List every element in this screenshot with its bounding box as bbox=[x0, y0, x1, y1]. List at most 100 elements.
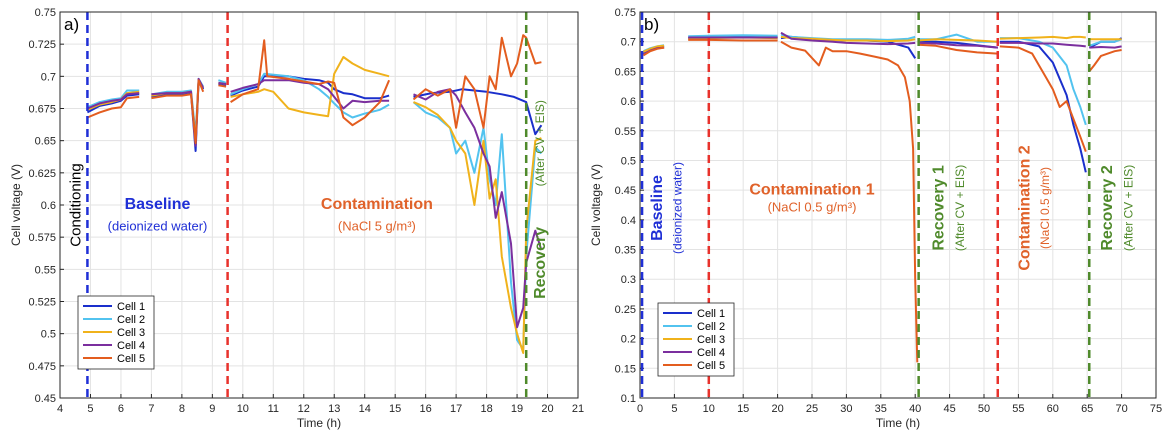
y-tick-label: 0.5 bbox=[621, 155, 636, 167]
y-tick-label: 0.525 bbox=[28, 297, 56, 309]
x-tick-label: 17 bbox=[450, 403, 462, 415]
y-tick-label: 0.65 bbox=[615, 66, 636, 78]
x-tick-label: 60 bbox=[1047, 403, 1059, 415]
x-tick-label: 75 bbox=[1150, 403, 1162, 415]
annotation-label: Baseline bbox=[125, 196, 191, 213]
y-tick-label: 0.25 bbox=[615, 304, 636, 316]
series-line-cell-5 bbox=[87, 95, 140, 119]
y-tick-label: 0.5 bbox=[41, 329, 56, 341]
series-group bbox=[642, 31, 1123, 363]
annotation-label: (After CV + EIS) bbox=[1121, 165, 1135, 251]
x-tick-label: 5 bbox=[671, 403, 677, 415]
series-line-cell-5 bbox=[918, 43, 998, 55]
annotation-label: (After CV + EIS) bbox=[533, 100, 547, 186]
legend-label: Cell 2 bbox=[117, 314, 145, 326]
x-tick-label: 65 bbox=[1081, 403, 1093, 415]
x-tick-label: 20 bbox=[771, 403, 783, 415]
annotation-label: Contamination bbox=[321, 196, 433, 213]
x-tick-label: 40 bbox=[909, 403, 921, 415]
plot-frame bbox=[59, 11, 579, 399]
y-tick-label: 0.65 bbox=[35, 136, 56, 148]
x-tick-label: 15 bbox=[737, 403, 749, 415]
series-line-cell-5 bbox=[412, 34, 542, 129]
y-tick-label: 0.75 bbox=[35, 7, 56, 19]
annotation-label: Recovery 1 bbox=[930, 165, 947, 250]
x-tick-label: 10 bbox=[703, 403, 715, 415]
series-line-cell-1 bbox=[218, 83, 227, 87]
chart-panel-2: 0 5 10 15 20 25 30 35 40 45 50 55 60 65 70 75 0.1 0.15 0.2… bbox=[589, 7, 1162, 430]
series-line-cell-4 bbox=[1089, 45, 1122, 49]
annotation-label: Recovery 2 bbox=[1099, 165, 1116, 250]
series-line-cell-4 bbox=[918, 41, 998, 49]
y-tick-label: 0.15 bbox=[615, 363, 636, 375]
x-tick-label: 70 bbox=[1115, 403, 1127, 415]
y-tick-label: 0.55 bbox=[615, 126, 636, 138]
x-tick-label: 13 bbox=[328, 403, 340, 415]
y-tick-label: 0.7 bbox=[621, 37, 636, 49]
x-tick-label: 50 bbox=[978, 403, 990, 415]
x-tick-label: 12 bbox=[298, 403, 310, 415]
x-tick-label: 20 bbox=[541, 403, 553, 415]
series-line-cell-2 bbox=[1088, 38, 1122, 47]
legend-label: Cell 4 bbox=[117, 340, 145, 352]
y-tick-label: 0.75 bbox=[615, 7, 636, 19]
x-tick-label: 14 bbox=[359, 403, 371, 415]
annotation-label: Conditioning bbox=[68, 163, 85, 246]
legend-label: Cell 1 bbox=[697, 308, 725, 320]
annotation-label: Baseline bbox=[649, 175, 666, 241]
series-line-cell-5 bbox=[151, 79, 205, 145]
x-tick-label: 21 bbox=[572, 403, 584, 415]
x-tick-label: 11 bbox=[268, 403, 279, 415]
y-axis-label: Cell voltage (V) bbox=[9, 164, 23, 246]
annotation-label: (deionized water) bbox=[108, 218, 208, 233]
annotation-label: Recovery bbox=[532, 227, 549, 299]
chart-panel-1: 4 5 6 7 8 9 10 11 12 13 14 15 16 17 18 19 20 21 0.45 0.475 0… bbox=[9, 7, 584, 430]
legend-label: Cell 5 bbox=[697, 360, 725, 372]
legend-label: Cell 1 bbox=[117, 301, 145, 313]
series-line-cell-4 bbox=[999, 41, 1086, 48]
series-line-cell-3 bbox=[918, 38, 998, 43]
panel-label: b) bbox=[644, 15, 659, 34]
series-line-cell-5 bbox=[688, 38, 778, 42]
y-tick-label: 0.3 bbox=[621, 274, 636, 286]
plot-frame bbox=[639, 11, 1157, 399]
x-axis-label: Time (h) bbox=[297, 416, 341, 430]
x-tick-label: 25 bbox=[806, 403, 818, 415]
y-tick-label: 0.6 bbox=[41, 200, 56, 212]
x-tick-label: 0 bbox=[637, 403, 643, 415]
series-line-cell-5 bbox=[999, 45, 1087, 152]
y-tick-label: 0.2 bbox=[621, 334, 636, 346]
series-line-cell-3 bbox=[230, 56, 390, 118]
x-tick-label: 5 bbox=[87, 403, 93, 415]
x-tick-label: 16 bbox=[420, 403, 432, 415]
series-line-cell-5 bbox=[230, 39, 391, 127]
x-tick-label: 10 bbox=[237, 403, 249, 415]
y-tick-label: 0.475 bbox=[28, 361, 56, 373]
y-tick-label: 0.35 bbox=[615, 245, 636, 257]
y-tick-label: 0.45 bbox=[35, 393, 56, 405]
series-line-cell-2 bbox=[87, 89, 140, 109]
y-tick-label: 0.675 bbox=[28, 104, 56, 116]
panel-label: a) bbox=[64, 15, 79, 34]
x-tick-label: 4 bbox=[57, 403, 63, 415]
annotation-label: Contamination 2 bbox=[1016, 145, 1033, 270]
x-tick-label: 19 bbox=[511, 403, 523, 415]
legend-label: Cell 2 bbox=[697, 321, 725, 333]
series-line-cell-5 bbox=[642, 46, 665, 57]
x-tick-label: 8 bbox=[179, 403, 185, 415]
y-tick-label: 0.6 bbox=[621, 96, 636, 108]
x-axis-label: Time (h) bbox=[876, 416, 920, 430]
series-line-cell-2 bbox=[218, 79, 227, 84]
y-axis-label: Cell voltage (V) bbox=[589, 164, 603, 246]
x-tick-label: 15 bbox=[389, 403, 401, 415]
annotation-label: (NaCl 0.5 g/m³) bbox=[1038, 167, 1052, 249]
y-tick-label: 0.55 bbox=[35, 264, 56, 276]
series-line-cell-3 bbox=[413, 101, 542, 354]
x-tick-label: 35 bbox=[875, 403, 887, 415]
y-tick-label: 0.725 bbox=[28, 39, 56, 51]
series-line-cell-5 bbox=[780, 40, 919, 363]
series-line-cell-5 bbox=[218, 84, 227, 88]
